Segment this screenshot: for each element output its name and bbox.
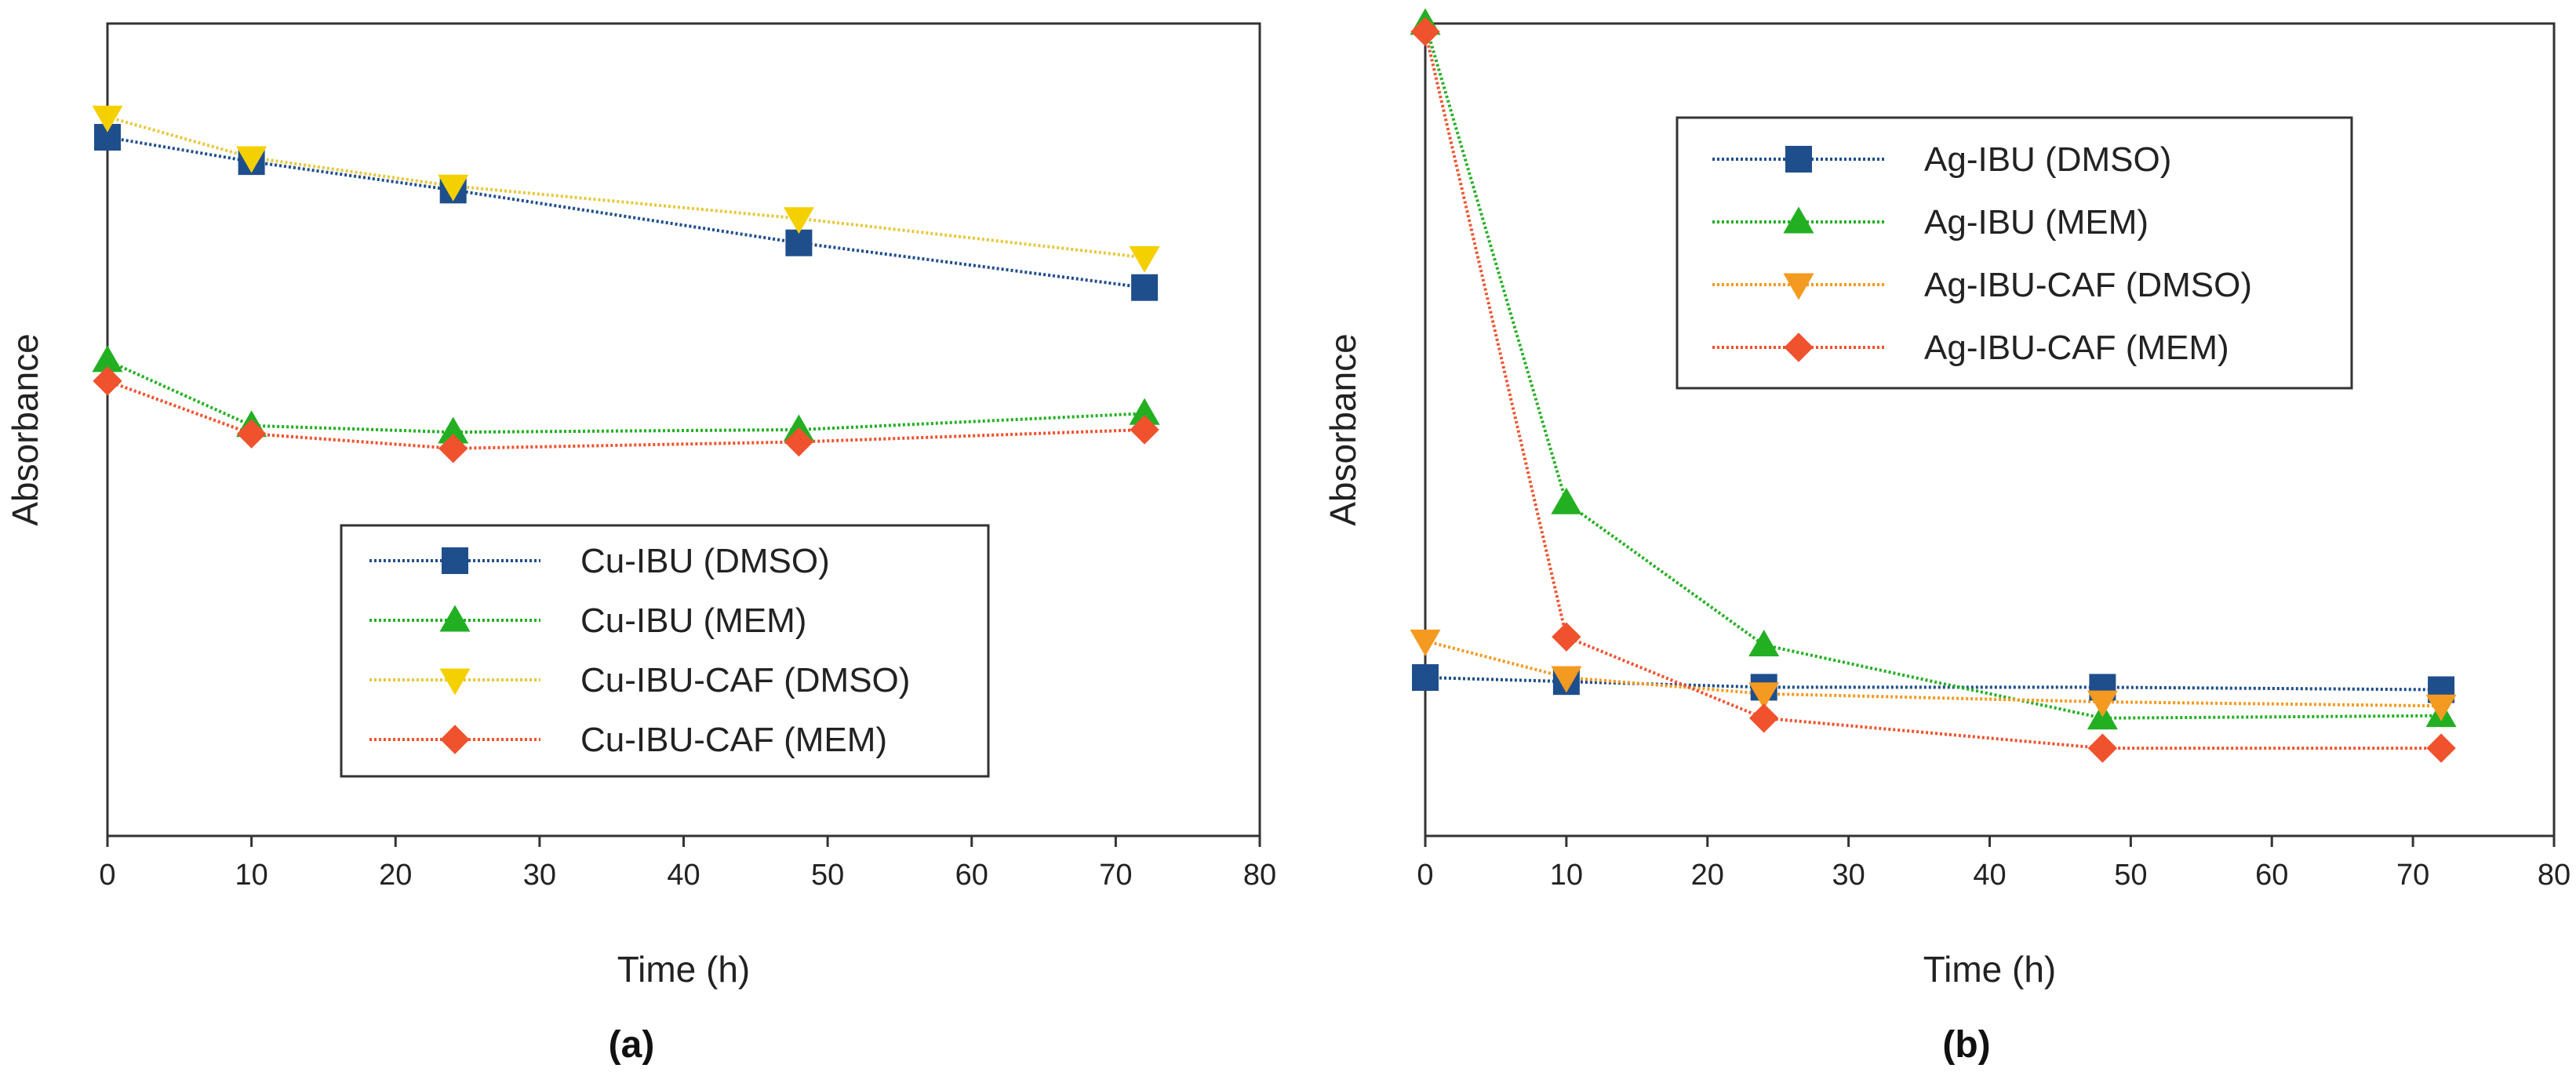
data-point bbox=[438, 174, 469, 202]
legend-entry-label: Cu-IBU (MEM) bbox=[580, 601, 806, 640]
data-point bbox=[2087, 690, 2118, 718]
data-point bbox=[2425, 694, 2457, 721]
series-line bbox=[107, 115, 1145, 260]
series-line bbox=[107, 379, 1145, 450]
legend-marker bbox=[439, 605, 471, 632]
series-line bbox=[107, 359, 1145, 434]
x-tick-label: 30 bbox=[523, 859, 556, 892]
legend-entry-label: Ag-IBU (DMSO) bbox=[1924, 140, 2171, 179]
legend-entry-label: Cu-IBU-CAF (DMSO) bbox=[580, 661, 910, 699]
data-point bbox=[1749, 703, 1779, 733]
data-point bbox=[1129, 398, 1160, 425]
legend-entry-label: Ag-IBU (MEM) bbox=[1924, 203, 2148, 242]
data-point bbox=[93, 366, 122, 396]
data-point bbox=[92, 105, 123, 133]
x-tick-label: 70 bbox=[1099, 859, 1132, 892]
x-tick-label: 30 bbox=[1832, 859, 1865, 892]
x-axis-label: Time (h) bbox=[1923, 949, 2057, 990]
legend-marker bbox=[439, 668, 471, 696]
data-point bbox=[236, 146, 267, 173]
legend-marker bbox=[1784, 332, 1814, 362]
data-point bbox=[1130, 415, 1159, 445]
data-point bbox=[2426, 733, 2456, 763]
data-point bbox=[784, 427, 814, 457]
data-point bbox=[1748, 629, 1780, 656]
legend-marker bbox=[442, 547, 468, 574]
x-tick-label: 80 bbox=[2538, 859, 2571, 892]
legend-marker bbox=[1783, 273, 1814, 300]
legend-marker bbox=[1783, 206, 1814, 234]
panel-caption: (b) bbox=[1942, 1024, 1990, 1066]
data-point bbox=[438, 434, 468, 463]
data-point bbox=[1552, 622, 1581, 652]
x-tick-label: 50 bbox=[811, 859, 844, 892]
data-point bbox=[1410, 629, 1441, 656]
legend-entry-label: Cu-IBU-CAF (MEM) bbox=[580, 721, 887, 759]
x-tick-label: 10 bbox=[235, 859, 267, 892]
x-tick-label: 70 bbox=[2396, 859, 2429, 892]
x-tick-label: 0 bbox=[99, 859, 115, 892]
x-tick-label: 60 bbox=[955, 859, 988, 892]
legend: Cu-IBU (DMSO) Cu-IBU (MEM) Cu-IBU-CAF (DMS… bbox=[340, 524, 990, 778]
legend: Ag-IBU (DMSO) Ag-IBU (MEM) Ag-IBU-CAF (DMS… bbox=[1675, 116, 2353, 390]
x-tick-label: 40 bbox=[1973, 859, 2006, 892]
x-tick-label: 80 bbox=[1243, 859, 1276, 892]
chart-panel-a: 0 10 20 30 40 50 60 70 80 Time (h) Absorbance Cu-IB… bbox=[5, 22, 1276, 1066]
y-axis-label: Absorbance bbox=[1323, 333, 1363, 526]
legend-marker bbox=[440, 725, 470, 754]
data-point bbox=[2087, 733, 2118, 763]
data-point bbox=[1551, 666, 1582, 693]
x-axis-label: Time (h) bbox=[617, 949, 751, 990]
x-tick-label: 20 bbox=[1691, 859, 1724, 892]
x-tick-label: 40 bbox=[667, 859, 700, 892]
y-axis-label: Absorbance bbox=[5, 333, 45, 526]
panel-caption: (a) bbox=[609, 1024, 655, 1066]
data-point bbox=[438, 416, 469, 444]
data-point bbox=[1410, 16, 1440, 47]
data-point bbox=[1131, 274, 1159, 301]
x-tick-label: 20 bbox=[379, 859, 412, 892]
data-point bbox=[236, 419, 267, 449]
data-point bbox=[1129, 245, 1160, 273]
legend-entry-label: Cu-IBU (DMSO) bbox=[580, 542, 830, 580]
x-tick-label: 50 bbox=[2114, 859, 2147, 892]
legend-entry-label: Ag-IBU-CAF (MEM) bbox=[1924, 329, 2229, 367]
data-point bbox=[1551, 487, 1582, 514]
legend-marker bbox=[1785, 146, 1812, 173]
data-point bbox=[785, 229, 813, 256]
data-point bbox=[1748, 682, 1780, 710]
x-tick-label: 0 bbox=[1417, 859, 1433, 892]
x-tick-label: 60 bbox=[2255, 859, 2288, 892]
data-point bbox=[783, 207, 814, 234]
legend-entry-label: Ag-IBU-CAF (DMSO) bbox=[1924, 266, 2252, 304]
data-point bbox=[1412, 663, 1439, 691]
data-point bbox=[92, 345, 123, 372]
x-tick-label: 10 bbox=[1550, 859, 1583, 892]
chart-panel-b: 0 10 20 30 40 50 60 70 80 Time (h) Absorbance Ag-IB… bbox=[1323, 8, 2571, 1066]
